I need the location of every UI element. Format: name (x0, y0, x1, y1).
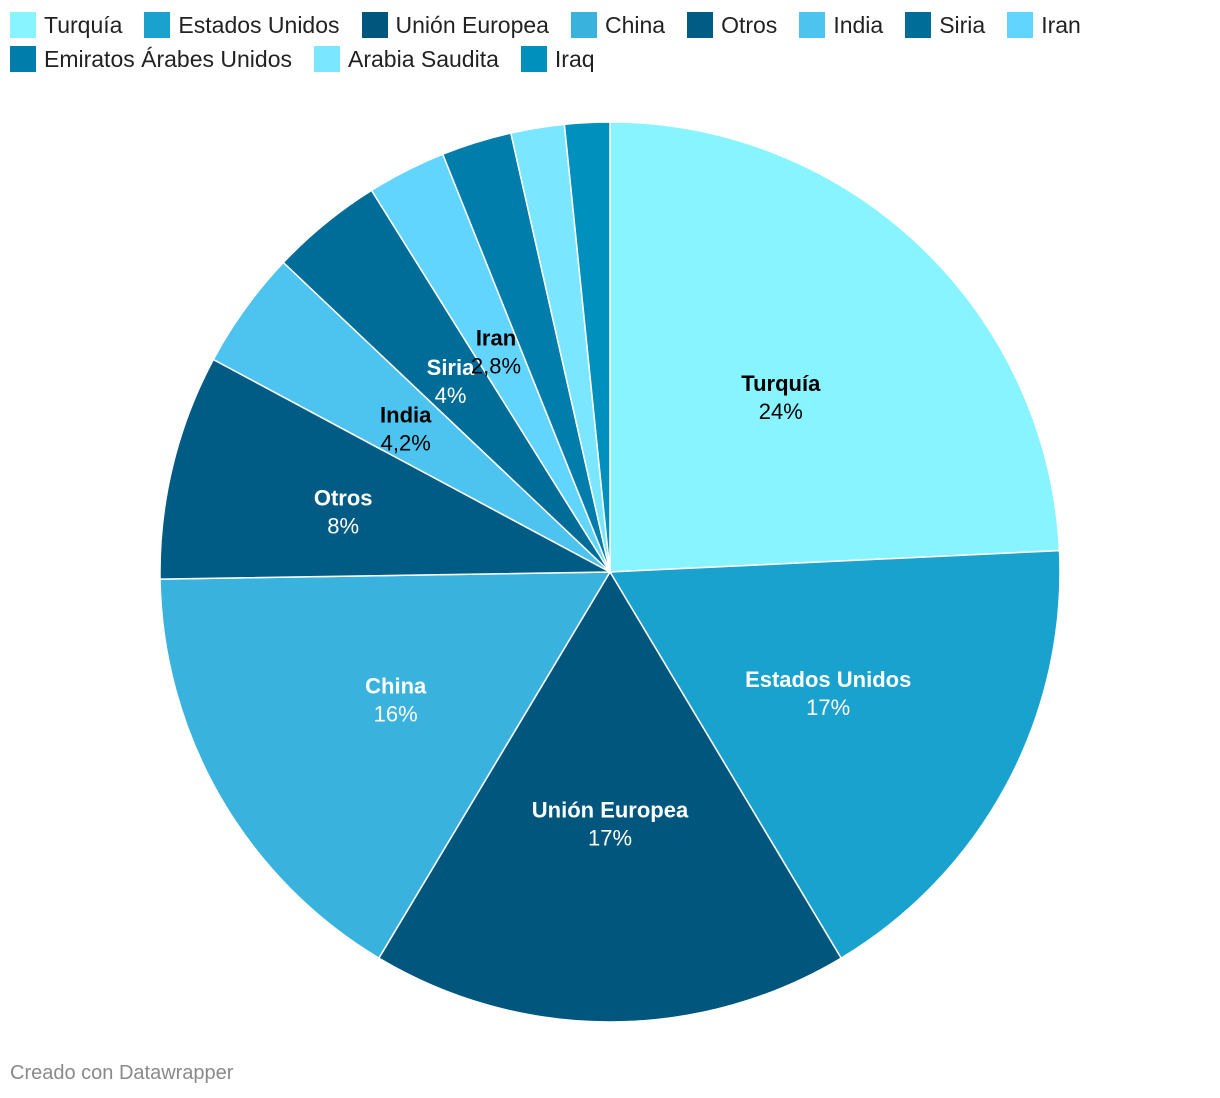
legend-item-india: India (799, 12, 883, 38)
legend-item-arabia-saudita: Arabia Saudita (314, 46, 499, 72)
slice-label-iran: Iran (476, 325, 516, 350)
legend-swatch (570, 12, 597, 38)
legend-swatch (361, 12, 388, 38)
slice-label-china: China (365, 674, 427, 699)
legend-label: Estados Unidos (178, 11, 340, 38)
legend-item-iran: Iran (1007, 12, 1081, 38)
pie-slice-otros (159, 358, 613, 580)
slice-value-estados-unidos: 17% (806, 695, 850, 720)
slice-value-iran: 2,8% (471, 353, 521, 378)
legend-swatch (144, 12, 171, 38)
legend-swatch (10, 12, 36, 38)
legend-item-iraq: Iraq (520, 45, 595, 72)
slice-label-estados-unidos: Estados Unidos (745, 667, 911, 692)
legend-swatch (520, 46, 547, 72)
slice-value-otros: 8% (327, 513, 359, 538)
legend-label: Arabia Saudita (348, 45, 499, 72)
legend-swatch (905, 12, 932, 38)
slice-value-india: 4,2% (381, 431, 431, 456)
legend-label: Emiratos Árabes Unidos (44, 45, 292, 72)
legend-label: Otros (721, 11, 778, 38)
legend-swatch (799, 12, 826, 38)
slice-label-india: India (380, 403, 432, 428)
legend-label: Iran (1041, 11, 1081, 38)
chart-legend: Turquía Estados Unidos Unión Europea China O… (10, 12, 1170, 72)
legend-swatch (1007, 12, 1034, 38)
legend-swatch (687, 12, 714, 38)
legend-label: Unión Europea (395, 11, 549, 38)
slice-value-turquia: 24% (759, 399, 803, 424)
slice-label-siria: Siria (427, 355, 475, 380)
legend-item-turquia: Turquía (10, 12, 122, 38)
legend-item-union-europea: Unión Europea (361, 11, 549, 38)
legend-item-estados-unidos: Estados Unidos (144, 11, 340, 38)
legend-item-china: China (570, 11, 666, 38)
pie-slice-iraq (563, 121, 611, 573)
slice-label-turquia: Turquía (741, 371, 821, 396)
legend-swatch (314, 46, 340, 72)
legend-swatch (10, 46, 36, 72)
pie-slice-union-europea (377, 570, 843, 1023)
pie-slice-estados-unidos (608, 549, 1061, 960)
legend-label: Turquía (44, 11, 123, 38)
datawrapper-credit: Creado con Datawrapper (10, 1062, 234, 1084)
legend-item-emiratos-arabes-unidos: Emiratos Árabes Unidos (10, 46, 292, 72)
legend-label: China (604, 11, 666, 38)
slice-value-china: 16% (374, 702, 418, 727)
slice-value-siria: 4% (435, 383, 467, 408)
pie-slice-turquia (609, 121, 1061, 573)
legend-item-siria: Siria (905, 12, 985, 38)
legend-label: Siria (939, 11, 986, 38)
slice-label-otros: Otros (314, 485, 373, 510)
pie-slice-china (159, 571, 612, 960)
legend-label: Iraq (554, 45, 595, 72)
slice-value-union-europea: 17% (588, 826, 632, 851)
slice-label-union-europea: Unión Europea (532, 798, 689, 823)
legend-item-otros: Otros (687, 12, 777, 38)
legend-label: India (833, 11, 884, 38)
